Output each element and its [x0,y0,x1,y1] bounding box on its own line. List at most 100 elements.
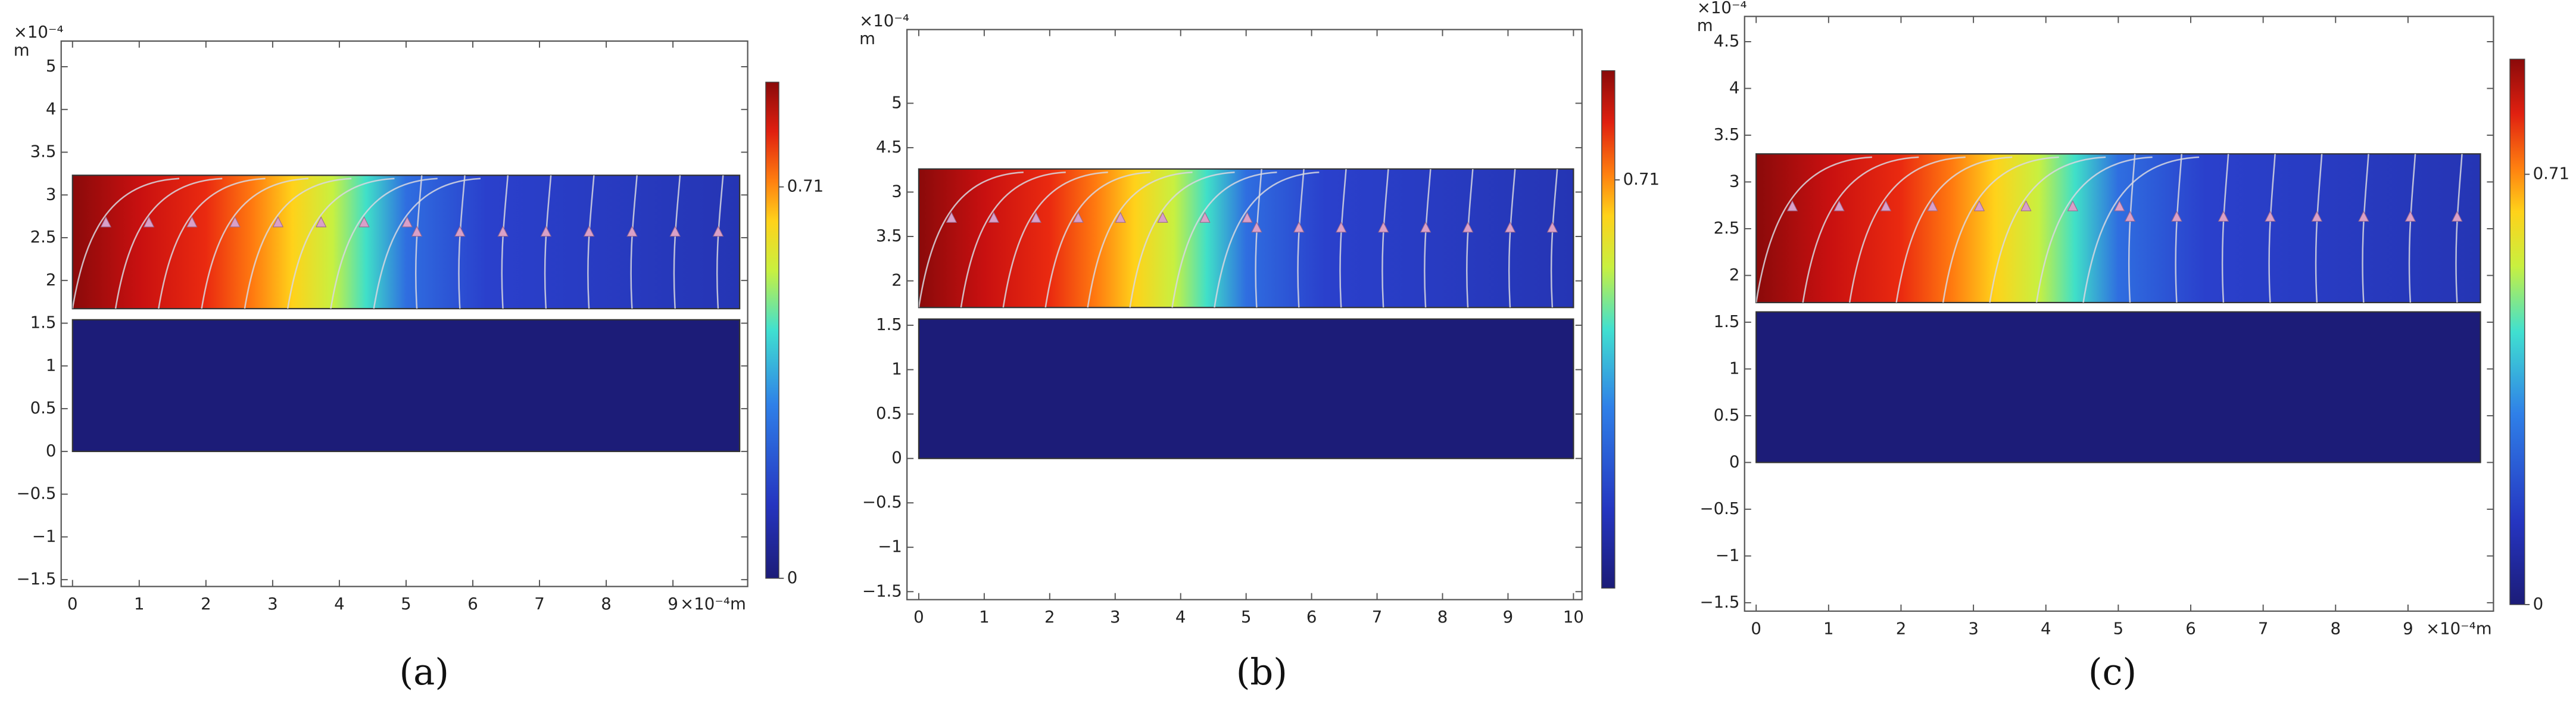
streamline [2315,154,2323,303]
stream-arrow [669,225,681,237]
streamline [716,175,724,309]
x-tick-label: 6 [2185,618,2196,638]
streamline [458,175,466,309]
stream-arrow [1336,221,1347,233]
streamline [2175,154,2182,303]
streamline [630,175,638,309]
x-tick-label: 2 [201,594,211,614]
streamlines [1756,154,2463,303]
stream-arrow [1293,221,1305,233]
domain [918,318,1574,459]
colorbar [1601,70,1616,589]
domain [1755,311,2481,463]
colorbar-tick-label: 0 [2533,594,2544,614]
x-tick-label: 5 [2113,618,2124,638]
streamline [2221,154,2229,303]
x-tick-label: 6 [467,594,478,614]
streamline [1087,171,1193,308]
streamline [158,178,266,309]
stream-arrow [2114,200,2125,211]
stream-arrow [229,216,241,228]
streamline [1297,169,1305,308]
x-tick-label: 0 [913,607,924,627]
x-tick-label: 7 [1372,607,1383,627]
streamline [1002,171,1108,308]
x-tick-label: 9 [1503,607,1514,627]
streamline [1895,156,2013,303]
y-tick-label: 2 [46,270,57,289]
stream-arrow [454,225,466,237]
x-tick-label: 3 [267,594,278,614]
x-tick-label: 2 [1044,607,1055,627]
streamline [501,175,509,309]
streamline [544,175,552,309]
x-tick-label: 2 [1896,618,1907,638]
stream-arrow [2218,210,2229,222]
x-tick-label: 0 [67,594,78,614]
stream-arrow [946,211,958,223]
x-tick-label: 1 [1823,618,1834,638]
y-unit: m [14,41,30,60]
stream-arrow [2311,210,2323,222]
colorbar [2509,58,2525,605]
streamline [1171,171,1277,308]
stream-arrow [1504,221,1516,233]
y-exponent: ×10⁻⁴ [14,22,64,42]
stream-arrow [2067,200,2079,211]
y-exponent: ×10⁻⁴ [859,11,909,30]
y-unit: m [859,29,875,48]
stream-arrow [497,225,509,237]
stream-arrow [626,225,638,237]
x-tick-label: 3 [1110,607,1121,627]
streamline [1044,171,1150,308]
streamline [1339,169,1347,308]
y-tick-label: 2.5 [1714,218,1740,238]
domain [71,319,741,452]
stream-arrow [2020,200,2032,211]
axes-frame [1744,15,2494,612]
y-tick-label: 2.5 [30,227,57,247]
y-tick-label: 0.5 [30,398,57,418]
x-tick-label: 10 [1563,607,1584,627]
x-unit: ×10⁻⁴m [680,594,746,614]
colorbar-tick-label: 0 [787,568,798,587]
y-tick-label: 3 [891,181,902,201]
stream-arrow [358,216,370,228]
stream-arrow [1973,200,1985,211]
streamline [673,175,681,309]
caption: (a) [400,652,450,693]
panel: 0 1 2 3 4 5 6 7 8 9 −1.5 −1 −0.5 0 0.5 1 1.5 2 2.5 3 3.5 4 4.5… [1697,0,2569,693]
streamline [1942,156,2059,303]
streamline [1756,156,1872,303]
streamline [373,178,481,309]
x-tick-label: 0 [1751,618,1761,638]
streamline [330,178,438,309]
streamline [2035,156,2153,303]
y-tick-label: 3.5 [30,142,57,161]
y-unit: m [1697,15,1713,35]
streamline [2408,154,2416,303]
y-tick-label: 4.5 [876,137,902,157]
x-tick-label: 6 [1306,607,1317,627]
stream-arrow [1072,211,1084,223]
colorbar [765,82,779,579]
stream-arrow [411,225,423,237]
streamline [1381,169,1389,308]
x-tick-label: 5 [1241,607,1252,627]
y-tick-label: −1 [32,526,57,546]
stream-arrow [1420,221,1432,233]
y-exponent: ×10⁻⁴ [1697,0,1747,17]
stream-arrow [1199,211,1211,223]
y-tick-label: 5 [46,56,57,76]
y-tick-label: 0 [891,448,902,468]
caption: (c) [2088,652,2137,693]
streamline [2455,154,2463,303]
streamline [244,178,352,309]
x-unit: ×10⁻⁴m [2426,618,2492,638]
streamline [1129,171,1235,308]
stream-arrow [1786,200,1798,211]
y-tick-label: 2 [891,270,902,290]
streamline [114,178,223,309]
y-tick-label: 1.5 [1714,312,1740,331]
stream-arrow [1157,211,1168,223]
